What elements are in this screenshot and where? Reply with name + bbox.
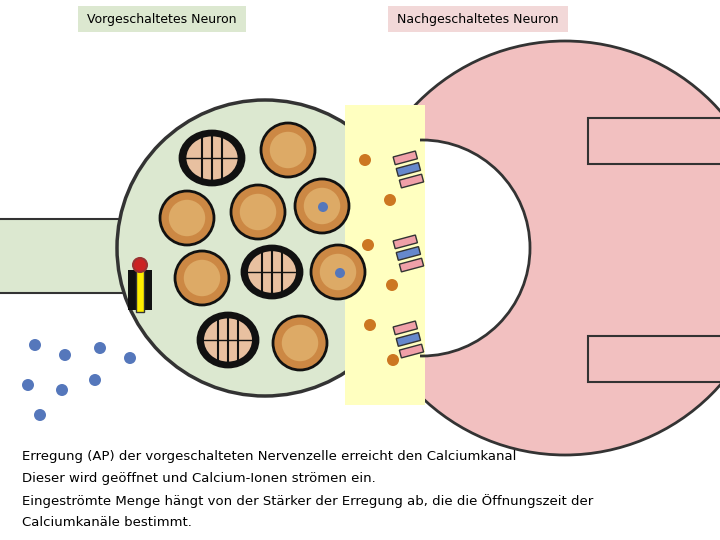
Ellipse shape	[184, 260, 220, 296]
Circle shape	[124, 352, 136, 364]
Ellipse shape	[273, 316, 327, 370]
Bar	[345, 105, 420, 405]
Ellipse shape	[320, 254, 356, 290]
Text: Erregung (AP) der vorgeschalteten Nervenzelle erreicht den Calciumkanal: Erregung (AP) der vorgeschalteten Nerven…	[22, 450, 516, 463]
FancyBboxPatch shape	[588, 118, 720, 164]
Circle shape	[318, 202, 328, 212]
Circle shape	[314, 140, 530, 356]
Circle shape	[34, 409, 46, 421]
Circle shape	[362, 239, 374, 251]
FancyBboxPatch shape	[0, 219, 213, 293]
Circle shape	[386, 279, 398, 291]
Ellipse shape	[175, 251, 229, 305]
Ellipse shape	[304, 188, 341, 224]
Circle shape	[359, 154, 371, 166]
Ellipse shape	[160, 191, 214, 245]
Ellipse shape	[240, 194, 276, 230]
Circle shape	[29, 339, 41, 351]
FancyBboxPatch shape	[396, 247, 420, 260]
Ellipse shape	[261, 123, 315, 177]
Ellipse shape	[186, 137, 238, 180]
Circle shape	[22, 379, 34, 391]
Bar	[345, 105, 425, 405]
Ellipse shape	[295, 179, 349, 233]
FancyBboxPatch shape	[400, 258, 423, 272]
Ellipse shape	[231, 185, 285, 239]
Ellipse shape	[204, 319, 252, 362]
FancyBboxPatch shape	[393, 235, 418, 249]
Circle shape	[94, 342, 106, 354]
Text: Eingeströmte Menge hängt von der Stärker der Erregung ab, die die Öffnungszeit d: Eingeströmte Menge hängt von der Stärker…	[22, 494, 593, 508]
Circle shape	[387, 354, 399, 366]
FancyBboxPatch shape	[393, 321, 418, 335]
Circle shape	[89, 374, 101, 386]
Ellipse shape	[168, 200, 205, 236]
Circle shape	[117, 100, 413, 396]
Bar	[388, 6, 568, 32]
Text: Dieser wird geöffnet und Calcium-Ionen strömen ein.: Dieser wird geöffnet und Calcium-Ionen s…	[22, 472, 376, 485]
Ellipse shape	[198, 313, 258, 367]
Circle shape	[59, 349, 71, 361]
Text: Nachgeschaltetes Neuron: Nachgeschaltetes Neuron	[397, 14, 559, 26]
Circle shape	[335, 268, 345, 278]
Ellipse shape	[248, 251, 296, 293]
Ellipse shape	[242, 246, 302, 298]
FancyBboxPatch shape	[400, 174, 423, 188]
Ellipse shape	[282, 325, 318, 361]
Circle shape	[133, 258, 147, 272]
Circle shape	[56, 384, 68, 396]
FancyBboxPatch shape	[588, 336, 720, 382]
Ellipse shape	[311, 245, 365, 299]
Ellipse shape	[270, 132, 306, 168]
Bar	[144, 270, 152, 310]
Ellipse shape	[180, 131, 244, 185]
FancyBboxPatch shape	[393, 151, 418, 165]
Text: Calciumkanäle bestimmt.: Calciumkanäle bestimmt.	[22, 516, 192, 529]
Text: Vorgeschaltetes Neuron: Vorgeschaltetes Neuron	[87, 14, 237, 26]
FancyBboxPatch shape	[396, 163, 420, 176]
Bar	[136, 268, 144, 312]
FancyBboxPatch shape	[396, 333, 420, 346]
Circle shape	[384, 194, 396, 206]
Circle shape	[364, 319, 376, 331]
Bar	[78, 6, 246, 32]
Circle shape	[358, 41, 720, 455]
Bar	[128, 270, 136, 310]
FancyBboxPatch shape	[400, 344, 423, 358]
